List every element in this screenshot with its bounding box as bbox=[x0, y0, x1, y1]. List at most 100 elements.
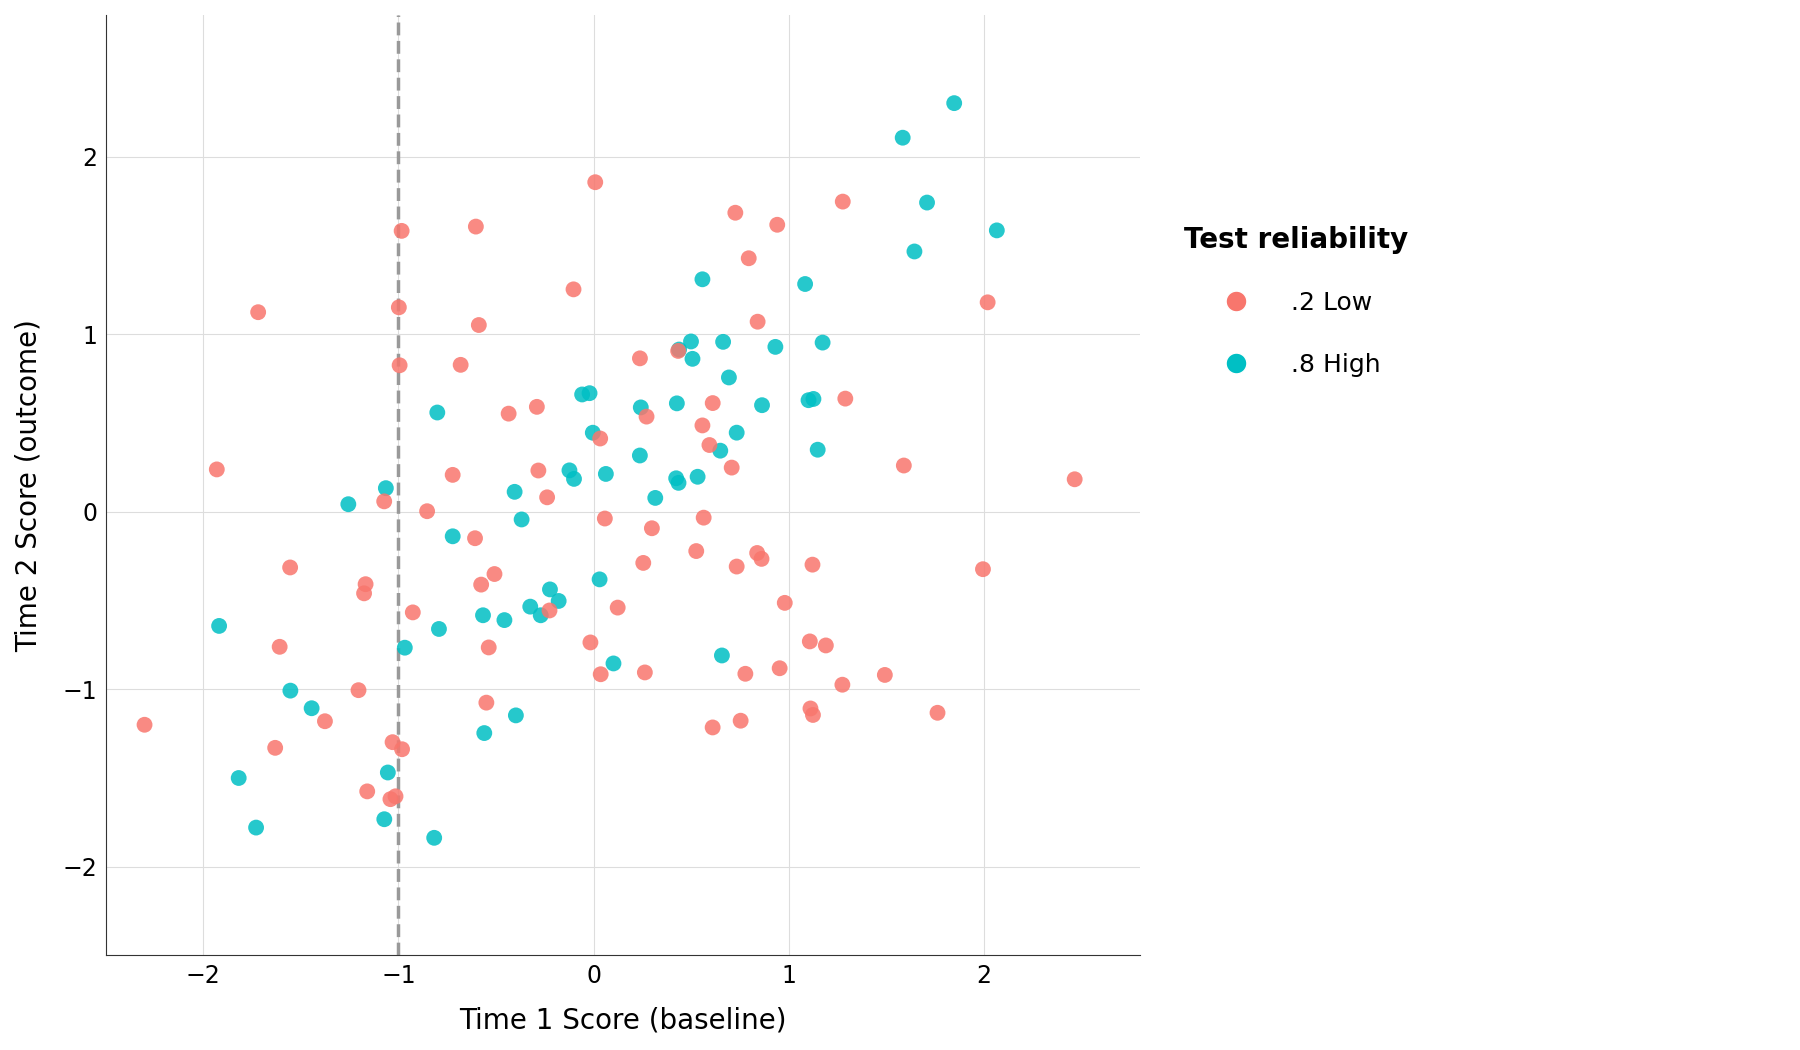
.8 High bbox=[373, 764, 401, 781]
.8 High bbox=[599, 655, 628, 672]
.2 Low bbox=[461, 218, 490, 235]
.2 Low bbox=[461, 530, 490, 547]
.2 Low bbox=[626, 350, 655, 366]
.8 High bbox=[808, 334, 837, 351]
.2 Low bbox=[688, 417, 716, 434]
.2 Low bbox=[630, 664, 659, 680]
.2 Low bbox=[398, 604, 427, 621]
.2 Low bbox=[311, 713, 340, 730]
.2 Low bbox=[349, 585, 378, 602]
.2 Low bbox=[632, 408, 661, 425]
.2 Low bbox=[716, 459, 745, 476]
.8 High bbox=[707, 647, 736, 664]
.8 High bbox=[664, 341, 693, 358]
.8 High bbox=[508, 511, 536, 528]
.8 High bbox=[468, 607, 497, 624]
.2 Low bbox=[603, 600, 632, 616]
.2 Low bbox=[464, 317, 493, 334]
.2 Low bbox=[923, 705, 952, 721]
.2 Low bbox=[968, 561, 997, 578]
.8 High bbox=[578, 424, 607, 441]
.8 High bbox=[625, 447, 653, 464]
.2 Low bbox=[533, 489, 562, 506]
.8 High bbox=[391, 639, 419, 656]
.8 High bbox=[664, 475, 693, 491]
.8 High bbox=[423, 404, 452, 421]
.8 High bbox=[887, 129, 916, 146]
.2 Low bbox=[495, 405, 524, 422]
.2 Low bbox=[828, 676, 857, 693]
.2 Low bbox=[796, 700, 824, 717]
.2 Low bbox=[799, 707, 828, 723]
.8 High bbox=[641, 489, 670, 506]
.8 High bbox=[500, 483, 529, 500]
.2 Low bbox=[832, 391, 860, 407]
.2 Low bbox=[369, 492, 398, 509]
.2 Low bbox=[828, 193, 857, 210]
.2 Low bbox=[743, 545, 772, 562]
.2 Low bbox=[243, 303, 272, 320]
.8 High bbox=[275, 682, 304, 699]
.2 Low bbox=[797, 556, 826, 573]
X-axis label: Time 1 Score (baseline): Time 1 Score (baseline) bbox=[459, 1007, 787, 1035]
.2 Low bbox=[585, 430, 614, 447]
.2 Low bbox=[437, 466, 466, 483]
.2 Low bbox=[475, 639, 504, 656]
.2 Low bbox=[376, 791, 405, 807]
.2 Low bbox=[522, 398, 551, 415]
.8 High bbox=[799, 391, 828, 407]
.2 Low bbox=[587, 666, 616, 683]
.8 High bbox=[419, 830, 448, 846]
.2 Low bbox=[889, 457, 918, 474]
.2 Low bbox=[722, 559, 751, 575]
.2 Low bbox=[481, 566, 509, 583]
.2 Low bbox=[202, 461, 230, 478]
.8 High bbox=[626, 399, 655, 416]
.2 Low bbox=[576, 634, 605, 651]
.8 High bbox=[439, 528, 468, 545]
.8 High bbox=[205, 617, 234, 634]
Legend: .2 Low, .8 High: .2 Low, .8 High bbox=[1174, 215, 1418, 386]
.8 High bbox=[709, 334, 738, 351]
.2 Low bbox=[974, 294, 1003, 311]
.8 High bbox=[940, 94, 968, 111]
.8 High bbox=[761, 338, 790, 355]
.8 High bbox=[747, 397, 776, 414]
.2 Low bbox=[378, 734, 407, 751]
.2 Low bbox=[344, 681, 373, 698]
.2 Low bbox=[412, 503, 441, 520]
.2 Low bbox=[385, 357, 414, 374]
.2 Low bbox=[698, 395, 727, 412]
.8 High bbox=[544, 592, 572, 609]
.2 Low bbox=[722, 205, 751, 222]
.2 Low bbox=[637, 520, 666, 537]
.8 High bbox=[794, 392, 823, 408]
.8 High bbox=[688, 271, 716, 288]
.8 High bbox=[900, 243, 929, 259]
.8 High bbox=[585, 571, 614, 588]
.2 Low bbox=[353, 783, 382, 800]
.2 Low bbox=[770, 594, 799, 611]
.8 High bbox=[225, 770, 254, 786]
.2 Low bbox=[796, 633, 824, 650]
.8 High bbox=[679, 351, 707, 368]
.2 Low bbox=[763, 216, 792, 233]
.2 Low bbox=[689, 509, 718, 526]
.8 High bbox=[335, 496, 364, 512]
.8 High bbox=[913, 194, 941, 211]
.2 Low bbox=[590, 510, 619, 527]
.8 High bbox=[715, 369, 743, 385]
.8 High bbox=[560, 470, 589, 487]
.8 High bbox=[592, 465, 621, 482]
.2 Low bbox=[387, 741, 416, 758]
.8 High bbox=[554, 462, 583, 479]
.8 High bbox=[662, 469, 691, 486]
.8 High bbox=[517, 598, 545, 615]
.2 Low bbox=[560, 281, 589, 298]
.2 Low bbox=[265, 638, 293, 655]
.8 High bbox=[470, 724, 499, 741]
.8 High bbox=[803, 441, 832, 458]
.8 High bbox=[425, 621, 454, 637]
.2 Low bbox=[385, 299, 414, 316]
.2 Low bbox=[695, 437, 724, 454]
